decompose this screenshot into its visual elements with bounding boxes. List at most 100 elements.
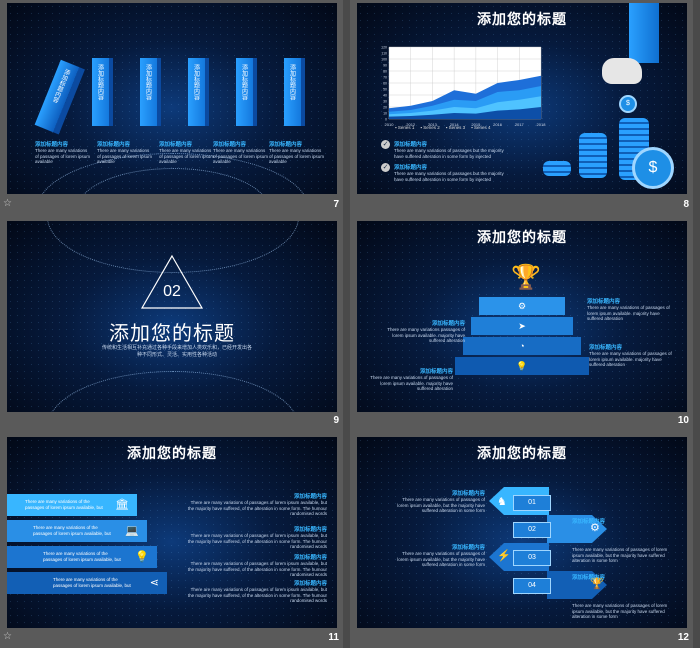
item-heading: 添加标题内容: [293, 494, 327, 500]
legend-item: ▪ Series 4: [471, 125, 491, 130]
thumbnail-footer: 10: [350, 412, 693, 430]
stair-step: 💡: [455, 357, 589, 375]
caption: 添加标题内容 There are many variations of passa…: [97, 140, 153, 165]
slide-thumbnail-7[interactable]: 添加标题内容 添加标题内容 添加标题内容 添加标题内容 添加标题内容 添加标题内…: [0, 0, 343, 216]
stair-step: ➤: [471, 317, 573, 335]
list-item: ✓ 添加标题内容 There are many variations of pas…: [381, 163, 511, 182]
info-bar: There are many variations of the passage…: [7, 572, 167, 594]
slide-thumbnail-10[interactable]: 添加您的标题 🏆 ⚙ ➤ ◔ 💡 添加标题内容 There are many va…: [350, 216, 693, 432]
slide-title: 添加您的标题: [477, 11, 567, 27]
y-tick-label: 30: [383, 99, 387, 103]
step-label: 03: [513, 550, 551, 566]
slide-canvas: 添加您的标题 🏆 ⚙ ➤ ◔ 💡 添加标题内容 There are many va…: [357, 221, 687, 412]
x-tick-label: 2017: [515, 122, 525, 127]
check-icon: ✓: [381, 163, 390, 172]
domino-block: 添加标题内容: [92, 58, 109, 126]
item-text: There are many variations of passages bu…: [394, 148, 504, 159]
legend-label: Series 3: [448, 125, 466, 130]
thumbnail-footer: 8: [350, 196, 693, 214]
caption: 添加标题内容 There are many variations of passa…: [269, 140, 325, 165]
thumbnail-footer: 9: [0, 412, 343, 430]
item-heading: 添加标题内容: [572, 575, 606, 581]
item-text: There are many variations of passages of…: [187, 587, 327, 603]
caption: 添加标题内容 There are many variations of passa…: [159, 140, 215, 165]
star-icon[interactable]: ☆: [3, 631, 12, 642]
section-number: 02: [163, 283, 181, 300]
slide-canvas: 02 添加您的标题 传统和生活相互补充通过各种手段来增加人类欢乐和，已经开发出各…: [7, 221, 337, 412]
caption: 添加标题内容 There are many variations of passa…: [213, 140, 269, 165]
chart-legend: ▪ Series 1 ▪ Series 2 ▪ Series 3 ▪ Serie…: [395, 125, 491, 131]
domino-block: 添加标题内容: [236, 58, 253, 126]
item-text: There are many variations of passages of…: [187, 533, 327, 549]
slide-thumbnail-8[interactable]: 添加您的标题 2010 2012 2013 2014 2015 2016 2017 2018 …: [350, 0, 693, 216]
caption-heading: 添加标题内容: [159, 142, 193, 148]
slide-number: 10: [677, 415, 689, 426]
coin-stack: [543, 161, 571, 176]
slide-thumbnail-11[interactable]: 添加您的标题 There are many variations of the …: [0, 432, 343, 648]
item-heading: 添加标题内容: [394, 165, 428, 171]
domino-block: 添加标题内容: [140, 58, 157, 126]
slide-number: 11: [328, 632, 339, 643]
chess-knight-icon: ♞: [497, 496, 507, 508]
callout-item: 添加标题内容 There are many variations of passa…: [587, 297, 675, 322]
y-tick-label: 60: [383, 81, 387, 85]
legend-item: ▪ Series 3: [445, 125, 466, 130]
legend-label: Series 2: [423, 125, 440, 130]
slide-canvas: 添加标题内容 添加标题内容 添加标题内容 添加标题内容 添加标题内容 添加标题内…: [7, 3, 337, 194]
section-title: 添加您的标题: [109, 323, 235, 345]
x-tick-label: 2013: [428, 122, 438, 127]
item-heading: 添加标题内容: [431, 321, 465, 327]
caption-heading: 添加标题内容: [97, 142, 131, 148]
star-icon[interactable]: ☆: [3, 198, 12, 209]
bar-text: There are many variations of the passage…: [33, 525, 111, 536]
item-text: There are many variations of passages bu…: [394, 171, 504, 182]
check-icon: ✓: [381, 140, 390, 149]
thumbnail-footer: ☆ 11: [0, 629, 343, 647]
slide-number: 12: [677, 632, 689, 643]
domino-block: 添加标题内容: [284, 58, 301, 126]
share-icon: ⋖: [149, 577, 159, 589]
step-label: 01: [513, 495, 551, 511]
item-heading: 添加标题内容: [419, 369, 453, 375]
item-heading: 添加标题内容: [293, 581, 327, 587]
item-text: There are many variations of passages of…: [587, 305, 670, 321]
y-tick-label: 20: [383, 105, 387, 109]
slide-title: 添加您的标题: [477, 229, 567, 245]
block-label: 添加标题内容: [96, 64, 103, 100]
x-tick-label: 2015: [471, 122, 481, 127]
area-chart: 2010 2012 2013 2014 2015 2016 2017 2018 0 10 20 30…: [381, 45, 546, 127]
y-tick-label: 0: [385, 117, 387, 121]
slide-thumbnail-9[interactable]: 02 添加您的标题 传统和生活相互补充通过各种手段来增加人类欢乐和，已经开发出各…: [0, 216, 343, 432]
dollar-coin-icon: $: [632, 147, 674, 189]
caption: 添加标题内容 There are many variations of passa…: [35, 140, 91, 165]
list-item: ✓ 添加标题内容 There are many variations of pas…: [381, 140, 511, 159]
callout-item: 添加标题内容 There are many variations passages…: [377, 319, 465, 344]
text-item: 添加标题内容 There are many variations of passa…: [187, 553, 327, 578]
text-item: 添加标题内容 There are many variations of passa…: [187, 525, 327, 550]
x-tick-label: 2012: [406, 122, 416, 127]
item-text: There are many variations of passages of…: [397, 497, 485, 513]
slide-number: 8: [683, 199, 689, 210]
block-label: 添加标题内容: [144, 64, 151, 100]
slide-canvas: 添加您的标题 ♞ ⚙ ⚡ 🏆 01 02 03 04 添加标题内容 There a…: [357, 437, 687, 628]
x-tick-label: 2010: [385, 122, 395, 127]
caption-text: There are many variations of passages of…: [269, 148, 325, 164]
slide-thumbnail-12[interactable]: 添加您的标题 ♞ ⚙ ⚡ 🏆 01 02 03 04 添加标题内容 There a…: [350, 432, 693, 648]
item-heading: 添加标题内容: [587, 299, 621, 305]
thumbnail-footer: 12: [350, 629, 693, 647]
caption-heading: 添加标题内容: [35, 142, 69, 148]
laptop-icon: 💻: [125, 525, 139, 537]
y-tick-label: 100: [381, 57, 387, 61]
lightbulb-icon: 💡: [516, 361, 528, 371]
block-label: 添加标题内容: [192, 64, 199, 100]
section-subtitle: 传统和生活相互补充通过各种手段来增加人类欢乐和，已经开发出各种不同形式、灵活、实…: [102, 345, 253, 358]
stair-step: ⚙: [479, 297, 565, 315]
text-item: 添加标题内容 There are many variations of passa…: [397, 543, 485, 568]
item-text: There are many variations of passages of…: [187, 561, 327, 577]
item-text: There are many variations of passages of…: [572, 547, 668, 563]
slide-number: 9: [333, 415, 339, 426]
block-label: 添加标题内容: [240, 64, 247, 100]
x-tick-label: 2014: [450, 122, 460, 127]
caption-text: There are many variations of passages of…: [159, 148, 215, 164]
caption-text: There are many variations of passages of…: [97, 148, 153, 164]
